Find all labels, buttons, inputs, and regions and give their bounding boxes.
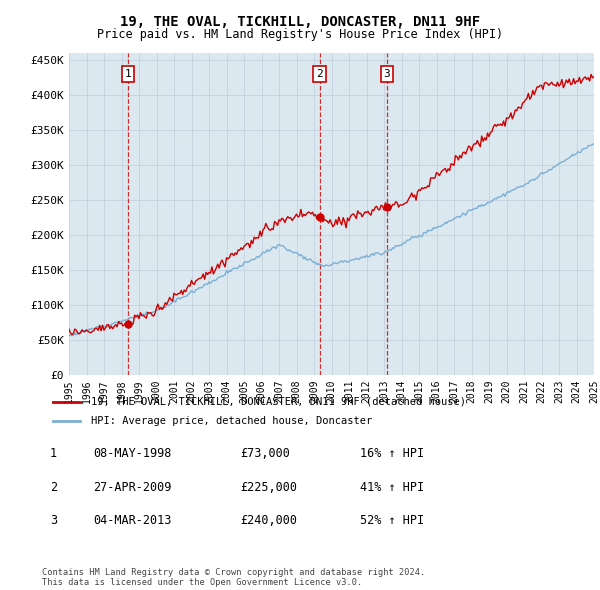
Text: 08-MAY-1998: 08-MAY-1998 <box>93 447 172 460</box>
Text: 1: 1 <box>50 447 57 460</box>
Text: 27-APR-2009: 27-APR-2009 <box>93 481 172 494</box>
Text: 04-MAR-2013: 04-MAR-2013 <box>93 514 172 527</box>
Text: 52% ↑ HPI: 52% ↑ HPI <box>360 514 424 527</box>
Text: £225,000: £225,000 <box>240 481 297 494</box>
Text: 41% ↑ HPI: 41% ↑ HPI <box>360 481 424 494</box>
Text: £240,000: £240,000 <box>240 514 297 527</box>
Text: 19, THE OVAL, TICKHILL, DONCASTER, DN11 9HF (detached house): 19, THE OVAL, TICKHILL, DONCASTER, DN11 … <box>91 397 466 407</box>
Text: 1: 1 <box>124 69 131 79</box>
Text: 2: 2 <box>50 481 57 494</box>
Text: 19, THE OVAL, TICKHILL, DONCASTER, DN11 9HF: 19, THE OVAL, TICKHILL, DONCASTER, DN11 … <box>120 15 480 29</box>
Text: HPI: Average price, detached house, Doncaster: HPI: Average price, detached house, Donc… <box>91 417 372 426</box>
Text: £73,000: £73,000 <box>240 447 290 460</box>
Text: 3: 3 <box>50 514 57 527</box>
Text: 3: 3 <box>383 69 391 79</box>
Text: 16% ↑ HPI: 16% ↑ HPI <box>360 447 424 460</box>
Text: 2: 2 <box>316 69 323 79</box>
Text: Price paid vs. HM Land Registry's House Price Index (HPI): Price paid vs. HM Land Registry's House … <box>97 28 503 41</box>
Text: Contains HM Land Registry data © Crown copyright and database right 2024.
This d: Contains HM Land Registry data © Crown c… <box>42 568 425 587</box>
